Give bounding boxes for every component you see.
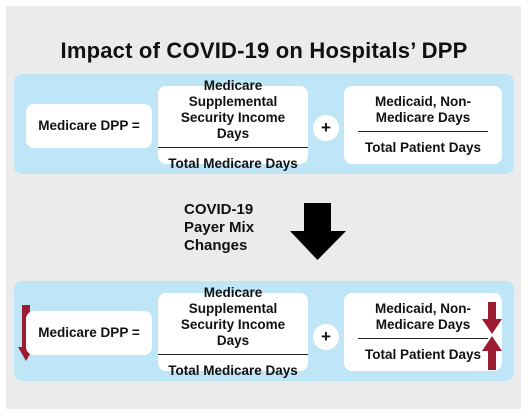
numerator-ssi-days: Medicare Supplemental Security Income Da… bbox=[158, 78, 308, 148]
numerator-ssi-days: Medicare Supplemental Security Income Da… bbox=[158, 285, 308, 355]
denominator-total-medicare-days: Total Medicare Days bbox=[168, 156, 298, 171]
denominator-total-medicare-days: Total Medicare Days bbox=[168, 363, 298, 378]
up-arrow-icon bbox=[482, 336, 502, 370]
denominator-total-patient-days: Total Patient Days bbox=[364, 347, 482, 362]
dpp-label-text: Medicare DPP = bbox=[38, 118, 140, 133]
numerator-medicaid-days: Medicaid, Non-Medicare Days bbox=[358, 301, 488, 339]
plus-operator: + bbox=[313, 115, 339, 141]
plus-operator: + bbox=[313, 324, 339, 350]
fraction-medicaid-after: Medicaid, Non-Medicare Days Total Patien… bbox=[344, 293, 502, 371]
denominator-total-patient-days: Total Patient Days bbox=[364, 140, 482, 155]
fraction-medicare-before: Medicare Supplemental Security Income Da… bbox=[158, 78, 308, 171]
fraction-medicaid-before: Medicaid, Non-Medicare Days Total Patien… bbox=[344, 86, 502, 164]
diagram-title: Impact of COVID-19 on Hospitals’ DPP bbox=[60, 38, 468, 63]
dpp-label-after: Medicare DPP = bbox=[26, 311, 152, 355]
big-down-arrow-icon bbox=[290, 203, 346, 260]
down-arrow-icon bbox=[482, 302, 502, 334]
dpp-label-text: Medicare DPP = bbox=[38, 325, 140, 340]
numerator-medicaid-days: Medicaid, Non-Medicare Days bbox=[358, 94, 488, 132]
payer-mix-change-label: COVID-19 Payer Mix Changes bbox=[184, 201, 255, 254]
fraction-medicare-after: Medicare Supplemental Security Income Da… bbox=[158, 285, 308, 378]
dpp-label-before: Medicare DPP = bbox=[26, 104, 152, 148]
